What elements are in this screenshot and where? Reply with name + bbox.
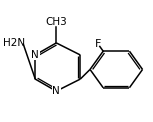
- Text: N: N: [52, 86, 60, 96]
- Text: H2N: H2N: [3, 38, 25, 48]
- Text: CH3: CH3: [45, 17, 67, 27]
- Text: N: N: [31, 50, 39, 60]
- Text: F: F: [95, 39, 101, 49]
